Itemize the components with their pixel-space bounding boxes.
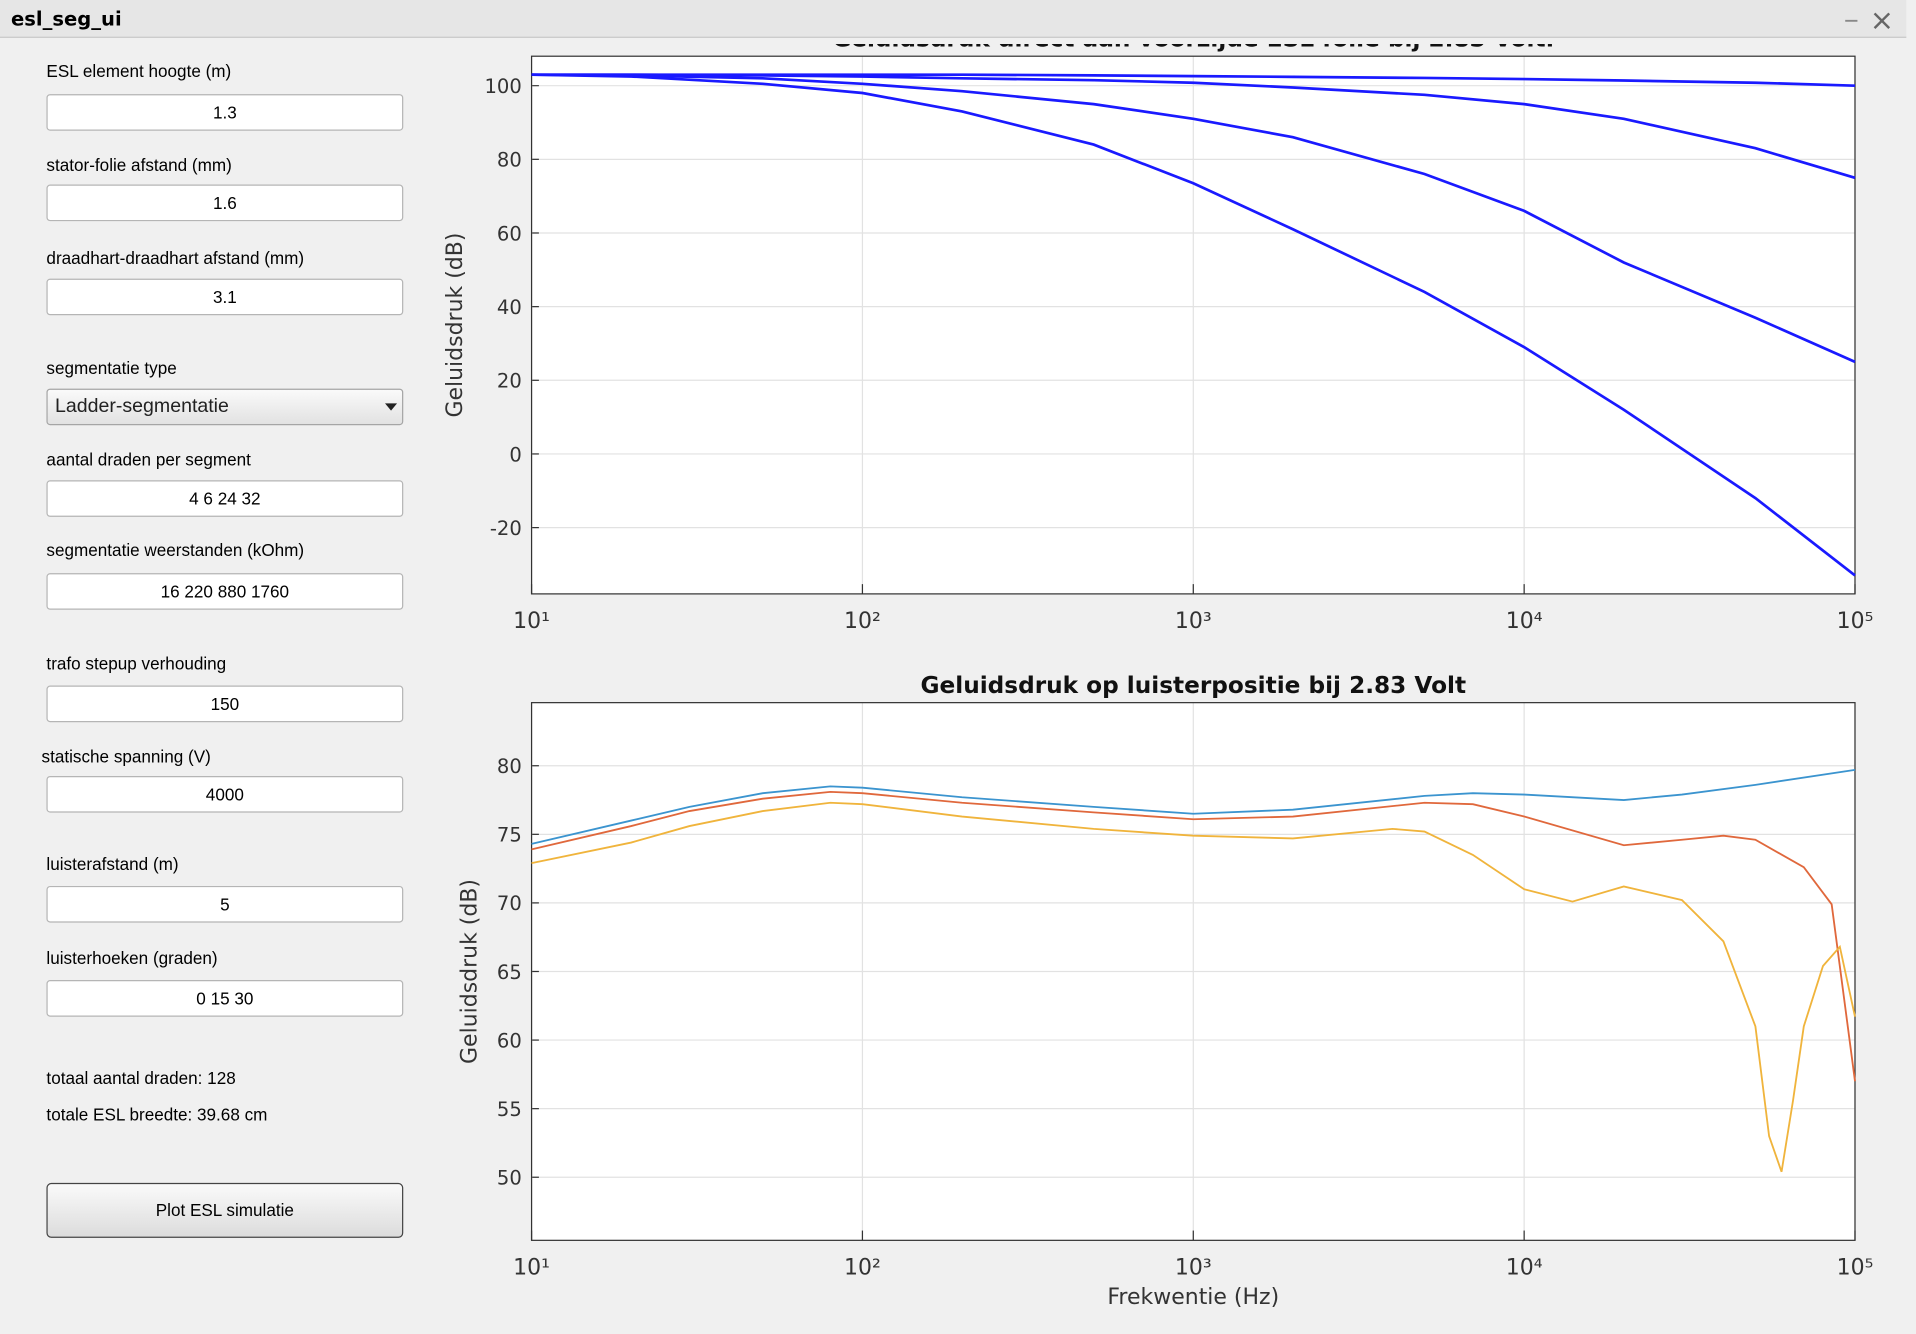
- x-tick-label: 10³: [1175, 609, 1212, 634]
- field-label: statische spanning (V): [41, 746, 211, 767]
- y-axis-label: Geluidsdruk (dB): [443, 233, 468, 418]
- x-axis-label: Frekwentie (Hz): [1107, 1285, 1279, 1310]
- series-line: [531, 801, 1856, 1173]
- axes-frame: [530, 55, 1856, 595]
- dropdown-arrow: [384, 403, 398, 411]
- field-label: segmentatie weerstanden (kOhm): [46, 540, 305, 560]
- dropdown[interactable]: Ladder-segmentatie: [46, 388, 404, 426]
- y-tick-label: 65: [497, 961, 522, 984]
- y-tick-label: 55: [497, 1098, 522, 1121]
- field-label: luisterafstand (m): [46, 854, 179, 874]
- y-tick-label: 0: [509, 443, 521, 466]
- field-label: stator-folie afstand (mm): [46, 155, 232, 175]
- dropdown-value: Ladder-segmentatie: [54, 395, 229, 417]
- axes-frame: [530, 702, 1856, 1241]
- series-line: [531, 790, 1856, 1082]
- field-label: trafo stepup verhouding: [46, 653, 227, 674]
- series-line: [531, 73, 1856, 364]
- y-tick-label: 20: [497, 370, 522, 393]
- summary-text: totale ESL breedte: 39.68 cm: [46, 1104, 268, 1125]
- y-tick-label: 80: [497, 149, 522, 172]
- x-tick-label: 10²: [844, 1256, 881, 1281]
- window-controls[interactable]: [1843, 10, 1897, 30]
- y-tick-label: 50: [497, 1167, 522, 1190]
- y-tick-label: 75: [497, 824, 522, 847]
- y-tick-label: 70: [497, 892, 522, 915]
- series-line: [531, 73, 1856, 577]
- y-tick-label: 100: [484, 75, 521, 98]
- field-label: luisterhoeken (graden): [46, 948, 218, 968]
- y-tick-label: 40: [497, 296, 522, 319]
- y-tick-label: -20: [490, 517, 522, 540]
- x-tick-label: 10⁴: [1506, 609, 1543, 634]
- y-tick-label: 60: [497, 1029, 522, 1052]
- x-tick-label: 10¹: [513, 1256, 550, 1281]
- series-line: [531, 73, 1856, 180]
- x-tick-label: 10⁴: [1506, 1256, 1543, 1281]
- field-label: ESL element hoogte (m): [46, 61, 232, 81]
- text-input[interactable]: 5: [46, 885, 404, 923]
- text-input[interactable]: 0 15 30: [46, 980, 404, 1017]
- field-label: aantal draden per segment: [46, 449, 251, 470]
- chart-title: Geluidsdruk direct aan voorzijde ESL fol…: [832, 44, 1554, 52]
- field-label: segmentatie type: [46, 358, 177, 378]
- title-bar: esl_seg_ui: [0, 0, 1907, 38]
- y-tick-label: 60: [497, 222, 522, 245]
- y-axis-label: Geluidsdruk (dB): [458, 879, 483, 1064]
- plot-button[interactable]: Plot ESL simulatie: [46, 1182, 404, 1238]
- text-input[interactable]: 1.3: [46, 94, 404, 131]
- text-input[interactable]: 3.1: [46, 278, 404, 316]
- x-tick-label: 10³: [1175, 1256, 1212, 1281]
- plots: -20 0 20 40 60 80 100 10¹ 10² 10³ 10⁴ 10⁵ Geluidsdru…: [443, 44, 1874, 1310]
- text-input[interactable]: 4000: [46, 775, 404, 813]
- text-input[interactable]: 150: [46, 685, 404, 723]
- x-tick-label: 10²: [844, 609, 881, 634]
- x-tick-label: 10⁵: [1837, 609, 1874, 634]
- window-title: esl_seg_ui: [10, 7, 122, 31]
- text-input[interactable]: 4 6 24 32: [46, 480, 404, 517]
- y-tick-label: 80: [497, 755, 522, 778]
- summary-text: totaal aantal draden: 128: [46, 1068, 236, 1088]
- x-tick-label: 10¹: [513, 609, 550, 634]
- field-label: draadhart-draadhart afstand (mm): [46, 248, 305, 268]
- x-tick-label: 10⁵: [1837, 1256, 1874, 1281]
- chart-title: Geluidsdruk op luisterpositie bij 2.83 V…: [920, 672, 1466, 699]
- text-input[interactable]: 16 220 880 1760: [46, 573, 404, 610]
- series-line: [531, 768, 1856, 845]
- text-input[interactable]: 1.6: [46, 184, 404, 222]
